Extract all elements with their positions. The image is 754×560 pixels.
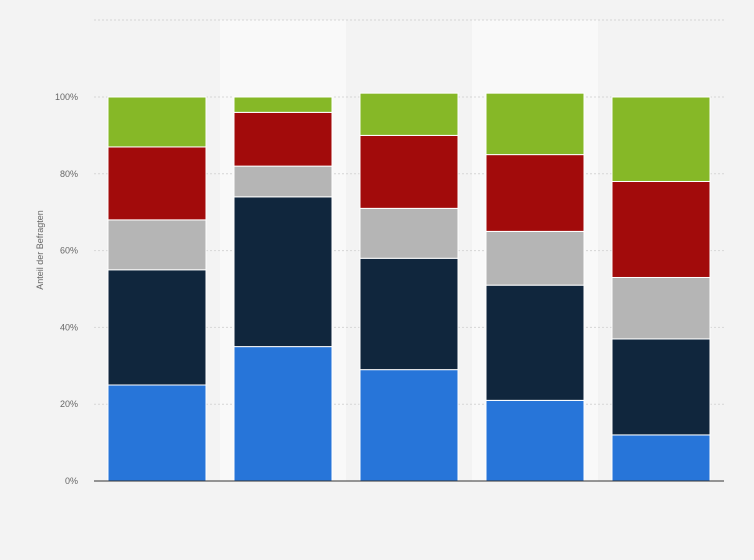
- bar-segment-1[interactable]: [107, 384, 207, 482]
- bar-segment-5[interactable]: [485, 92, 585, 156]
- bar-segment-5[interactable]: [611, 96, 711, 182]
- y-tick-label: 100%: [55, 92, 78, 102]
- y-tick-label: 80%: [60, 169, 78, 179]
- bar-segment-1[interactable]: [485, 399, 585, 482]
- bar-segment-4[interactable]: [107, 146, 207, 221]
- y-tick-label: 20%: [60, 399, 78, 409]
- bar-segment-1[interactable]: [359, 369, 459, 482]
- y-axis-title: Anteil der Befragten: [35, 210, 45, 290]
- bar-segment-4[interactable]: [233, 111, 333, 167]
- bar-segment-2[interactable]: [107, 269, 207, 386]
- bar-segment-5[interactable]: [359, 92, 459, 136]
- bar-segment-3[interactable]: [107, 219, 207, 271]
- bar-segment-2[interactable]: [233, 196, 333, 348]
- bar-segment-5[interactable]: [107, 96, 207, 148]
- bar-segment-3[interactable]: [233, 165, 333, 198]
- bar-segment-2[interactable]: [359, 257, 459, 371]
- y-tick-label: 40%: [60, 322, 78, 332]
- bar-segment-1[interactable]: [233, 346, 333, 482]
- bar-segment-4[interactable]: [485, 154, 585, 232]
- bar-segment-2[interactable]: [485, 284, 585, 401]
- bar-segment-3[interactable]: [611, 276, 711, 340]
- y-tick-label: 60%: [60, 246, 78, 256]
- bar-segment-4[interactable]: [611, 180, 711, 278]
- bar-segment-3[interactable]: [359, 207, 459, 259]
- bar-segment-5[interactable]: [233, 96, 333, 113]
- bar-segment-3[interactable]: [485, 230, 585, 286]
- axis-group: 0% 20% 40% 60% 80% 100%: [55, 92, 724, 486]
- bar-segment-2[interactable]: [611, 338, 711, 436]
- bar-segment-4[interactable]: [359, 134, 459, 209]
- bars-group: [107, 92, 711, 482]
- y-tick-label: 0%: [65, 476, 78, 486]
- bar-segment-1[interactable]: [611, 434, 711, 482]
